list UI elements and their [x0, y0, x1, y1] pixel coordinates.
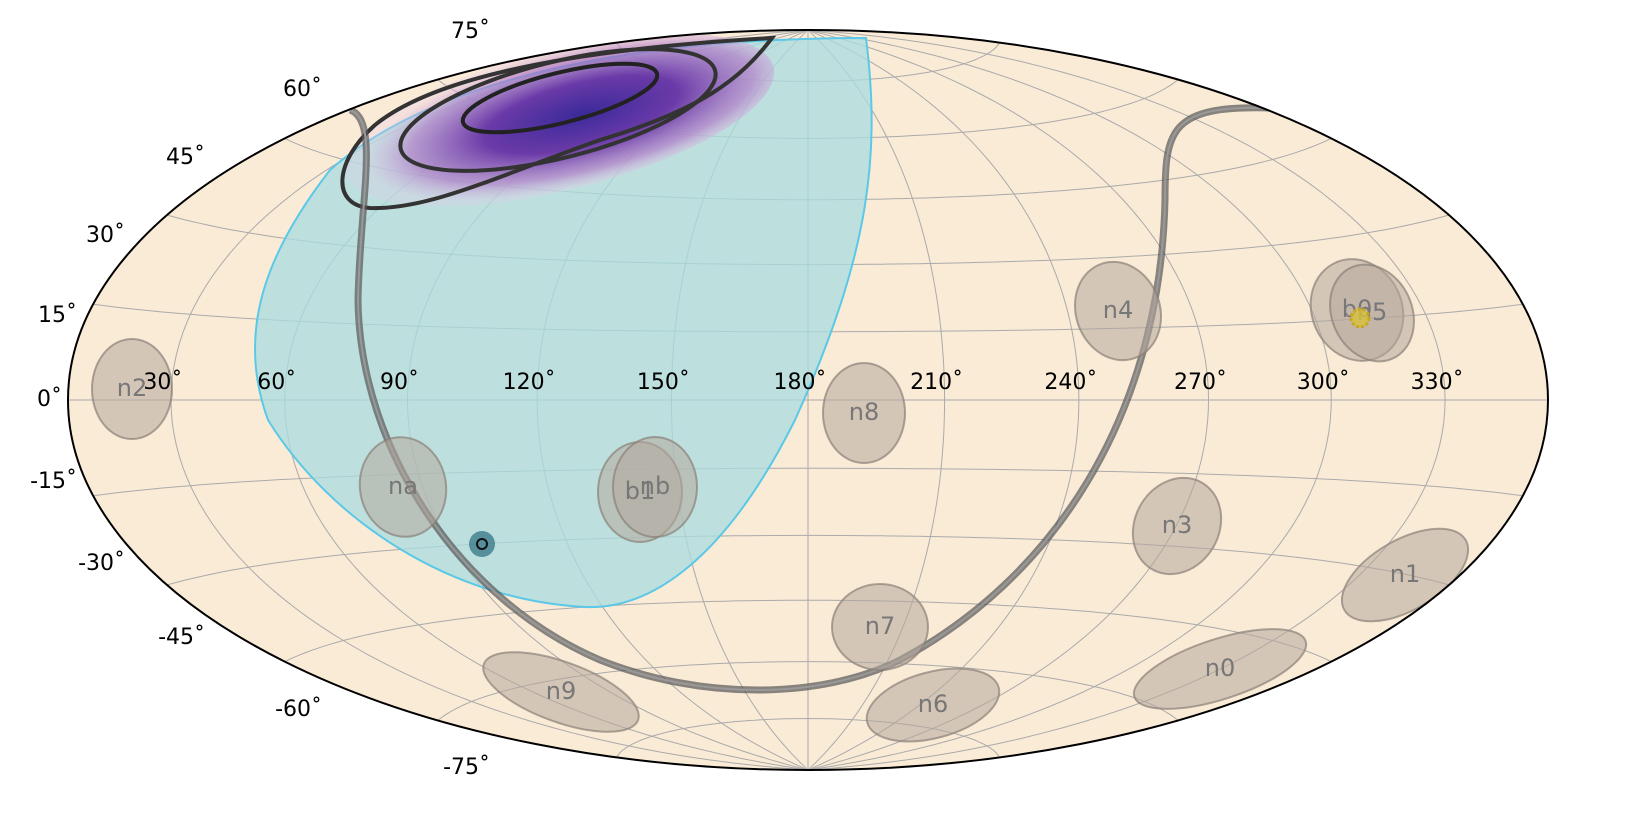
lon-label: 330˚ — [1411, 370, 1464, 395]
lon-label: 300˚ — [1297, 370, 1350, 395]
detector-label: na — [388, 472, 418, 500]
lon-label: 270˚ — [1174, 370, 1227, 395]
sky-border — [67, 29, 1549, 771]
parallel — [93, 467, 1523, 497]
detector-fov — [358, 436, 448, 538]
lat-label: -60˚ — [275, 697, 322, 722]
detector-label: n1 — [1390, 560, 1420, 588]
detector-fov — [482, 651, 640, 733]
lat-label: 0˚ — [37, 387, 62, 412]
lat-label: 75˚ — [451, 19, 490, 44]
tick-labels: 330˚ 300˚ 270˚ 240˚ 210˚ 180˚ 150˚ 120˚ 90˚ 60˚ 30… — [30, 19, 1464, 780]
detector-fov — [91, 338, 173, 440]
lat-label: 60˚ — [283, 77, 322, 102]
galactic-center — [469, 531, 495, 557]
detector-fov — [831, 583, 929, 671]
detector-fov — [822, 362, 906, 464]
detector-label: n3 — [1162, 511, 1192, 539]
lon-label: 210˚ — [910, 370, 963, 395]
lat-label: -75˚ — [443, 755, 490, 780]
detector-label: n8 — [849, 398, 879, 426]
galactic-center-dot — [476, 538, 488, 550]
lat-label: 45˚ — [166, 145, 205, 170]
detector-label: b1 — [625, 477, 656, 505]
lon-label: 240˚ — [1044, 370, 1097, 395]
detector-label: n2 — [117, 374, 147, 402]
lon-label: 150˚ — [637, 370, 690, 395]
detector-label: n0 — [1205, 654, 1235, 682]
detector-fov — [1132, 628, 1308, 710]
lon-label: 60˚ — [257, 370, 296, 395]
probability-map — [345, 33, 775, 207]
detector-label: n6 — [918, 690, 948, 718]
lat-label: -45˚ — [158, 625, 205, 650]
galactic-plane-core — [349, 106, 1271, 691]
lon-label: 180˚ — [774, 370, 827, 395]
detector-label: n9 — [546, 677, 576, 705]
lon-label: 30˚ — [143, 370, 182, 395]
lon-label: 90˚ — [380, 370, 419, 395]
lon-label: 120˚ — [503, 370, 556, 395]
sun — [1349, 307, 1371, 329]
parallel — [284, 599, 1332, 663]
parallel — [616, 717, 1000, 758]
detector-label: n4 — [1103, 296, 1133, 324]
detector-fov — [612, 436, 698, 538]
detector-fov — [1329, 263, 1415, 363]
parallel — [166, 534, 1450, 586]
detector-label: n7 — [865, 612, 895, 640]
lat-label: 30˚ — [86, 223, 125, 248]
detector-fov — [1131, 476, 1223, 576]
contour — [460, 61, 660, 135]
lat-label: 15˚ — [38, 303, 77, 328]
lat-label: -30˚ — [78, 551, 125, 576]
detector-fov — [865, 667, 1001, 743]
contour — [340, 35, 777, 211]
detector-label: nb — [640, 472, 670, 500]
detector-fov — [1073, 260, 1163, 362]
lat-label: -15˚ — [30, 469, 77, 494]
